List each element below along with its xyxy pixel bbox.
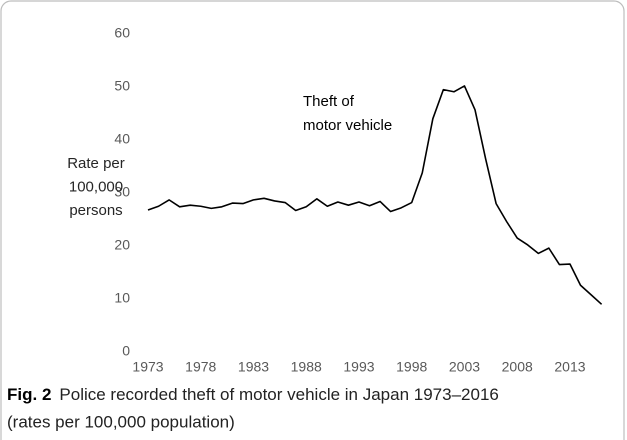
y-tick-label: 10 <box>114 290 130 306</box>
x-tick-label: 1973 <box>132 359 163 375</box>
y-tick-label: 30 <box>114 184 130 200</box>
x-tick-label: 2013 <box>554 359 585 375</box>
y-axis-label: persons <box>69 202 122 219</box>
annotation: Theft of <box>303 93 355 110</box>
data-line <box>147 85 603 305</box>
caption-text: (rates per 100,000 population) <box>7 412 235 431</box>
y-axis-label: Rate per <box>67 155 125 172</box>
caption-text: Police recorded theft of motor vehicle i… <box>59 385 498 404</box>
annotation: motor vehicle <box>303 117 392 134</box>
y-tick-label: 20 <box>114 237 130 253</box>
caption-label: Fig. 2 <box>7 385 51 404</box>
caption: Fig. 2 Police recorded theft of motor veh… <box>7 385 499 404</box>
x-tick-label: 1998 <box>396 359 427 375</box>
x-tick-label: 1988 <box>291 359 322 375</box>
x-tick-label: 1993 <box>343 359 374 375</box>
y-tick-label: 50 <box>114 78 130 94</box>
x-tick-label: 2003 <box>449 359 480 375</box>
x-tick-label: 2008 <box>502 359 533 375</box>
y-tick-label: 40 <box>114 131 130 147</box>
y-tick-label: 0 <box>122 343 130 359</box>
y-axis-label: 100,000 <box>69 178 123 195</box>
x-tick-label: 1983 <box>238 359 269 375</box>
x-tick-label: 1978 <box>185 359 216 375</box>
y-tick-label: 60 <box>114 25 130 41</box>
